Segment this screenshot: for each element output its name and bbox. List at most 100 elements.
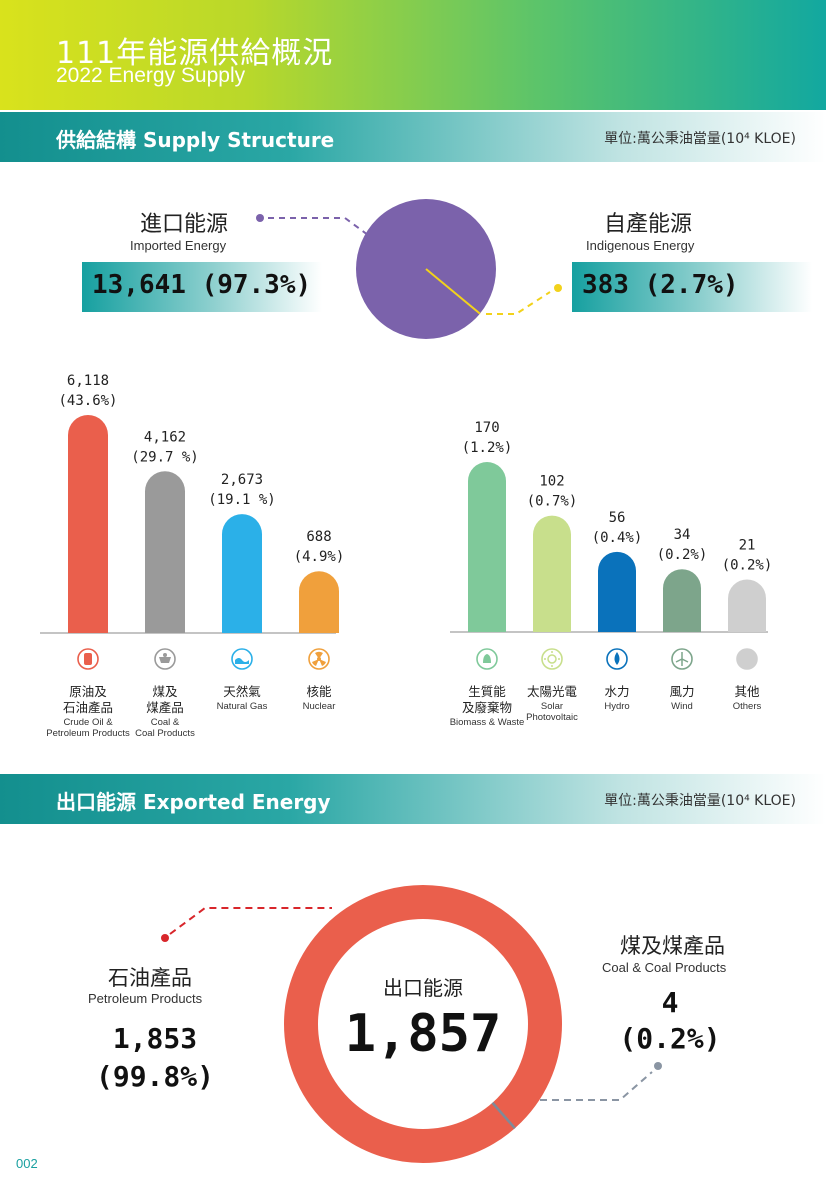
others-icon (736, 648, 758, 670)
category-label-en: Wind (632, 701, 732, 712)
category-label-en-line: Crude Oil & (63, 717, 113, 728)
bar-percent-label: (0.4%) (592, 530, 643, 546)
bar-value-label: 170 (474, 420, 499, 436)
category-label-zh-line: 煤產品 (146, 700, 184, 715)
category-label-en-line: Photovoltaic (526, 712, 578, 723)
donut-slice-petroleum (284, 885, 562, 1163)
pie-slice-indigenous (426, 269, 480, 323)
export-band: 出口能源 Exported Energy 單位:萬公秉油當量(10⁴ KLOE) (0, 774, 826, 824)
bar-value-label: 688 (306, 529, 331, 545)
page-title: 111年能源供給概況 (56, 36, 334, 71)
category-label-en-line: Coal Products (135, 728, 195, 739)
category-label-en: Crude Oil & Petroleum Products (38, 717, 138, 739)
bar-2 (222, 514, 262, 633)
category-label-en-line: Coal & (150, 717, 180, 728)
petroleum-value: 1,853 (112, 1022, 198, 1055)
solar-icon (541, 648, 563, 670)
biomass-icon (476, 648, 498, 670)
category-label-en: Nuclear (269, 701, 369, 712)
category-label-zh: 天然氣 (192, 684, 292, 700)
bar-value-label: 4,162 (144, 429, 186, 445)
section-title-supply: 供給結構 Supply Structure (56, 128, 335, 152)
nuclear-icon (308, 648, 330, 670)
bar-3 (299, 571, 339, 633)
imported-value-bar (82, 262, 322, 312)
imported-label-en: Imported Energy (130, 238, 227, 253)
category-label-zh: 風力 (632, 684, 732, 700)
petroleum-label-en: Petroleum Products (88, 991, 203, 1006)
page-subtitle: 2022 Energy Supply (56, 64, 246, 87)
imported-value: 13,641 (97.3%) (92, 270, 312, 300)
oil-barrel-icon (77, 648, 99, 670)
bar-3 (663, 569, 701, 632)
petroleum-pct: (99.8%) (95, 1060, 214, 1093)
bar-percent-label: (1.2%) (462, 440, 513, 456)
bar-4 (728, 579, 766, 632)
oil-barrel-icon (77, 648, 99, 670)
category-label-zh: 水力 (567, 684, 667, 700)
category-label-en: Solar Photovoltaic (502, 701, 602, 723)
category-label-en-line: Hydro (604, 701, 630, 712)
bar-value-label: 2,673 (221, 472, 263, 488)
donut-slice-coal (491, 1101, 516, 1130)
coal-value: 4 (661, 986, 679, 1019)
natural-gas-icon (231, 648, 253, 670)
imported-leader-dot (256, 214, 264, 222)
category-label-zh-line: 天然氣 (223, 684, 261, 699)
bar-percent-label: (0.7%) (527, 494, 578, 510)
wind-icon (671, 648, 693, 670)
bar-value-label: 34 (674, 527, 691, 543)
category-label-zh-line: 及廢棄物 (461, 700, 512, 715)
category-label-en: Biomass & Waste (437, 717, 537, 728)
category-label-en-line: Solar (540, 701, 564, 712)
category-label-zh: 原油及 石油產品 (38, 684, 138, 716)
bar-percent-label: (29.7 %) (131, 449, 198, 465)
indigenous-value: 383 (2.7%) (582, 270, 739, 300)
bar-0 (468, 462, 506, 632)
coal-leader-dot (654, 1062, 662, 1070)
bar-percent-label: (0.2%) (657, 547, 708, 563)
section-title-export: 出口能源 Exported Energy (56, 790, 331, 814)
petroleum-leader-line (169, 907, 332, 935)
donut-center-value: 1,857 (344, 1004, 502, 1064)
category-label-zh-line: 石油產品 (62, 700, 113, 715)
coal-label-en: Coal & Coal Products (602, 960, 727, 975)
category-label-en: Others (697, 701, 797, 712)
unit-label-supply: 單位:萬公秉油當量(10⁴ KLOE) (604, 131, 796, 147)
category-label-zh-line: 其他 (734, 684, 760, 699)
supply-structure-band: 供給結構 Supply Structure 單位:萬公秉油當量(10⁴ KLOE… (0, 112, 826, 162)
category-label-en-line: Wind (671, 701, 693, 712)
pie-divider-line (425, 268, 481, 315)
category-label-en-line: Natural Gas (216, 701, 268, 712)
category-label-zh: 核能 (269, 684, 369, 700)
indigenous-leader-line (486, 291, 551, 315)
indigenous-leader-dot (554, 284, 562, 292)
category-label-en-line: Nuclear (302, 701, 336, 712)
renewable-energy-bar-chart: 170 (1.2%) 102 (0.7%) 56 (0.4%) 34 (0.2%) 21 (0.2… (450, 420, 772, 633)
bar-1 (145, 471, 185, 633)
page-header-banner: 111年能源供給概況 2022 Energy Supply (0, 0, 826, 110)
bar-percent-label: (43.6%) (58, 393, 117, 409)
bar-value-label: 102 (539, 474, 564, 490)
bar-value-label: 21 (739, 537, 756, 553)
bar-0 (68, 415, 108, 633)
category-label-zh-line: 風力 (669, 684, 695, 699)
category-label-en: Coal & Coal Products (115, 717, 215, 739)
solar-icon (541, 648, 563, 670)
category-label-zh: 其他 (697, 684, 797, 700)
bar-2 (598, 551, 636, 632)
category-label-zh: 煤及 煤產品 (115, 684, 215, 716)
category-label-en-line: Biomass & Waste (449, 717, 525, 728)
donut-center-label: 出口能源 (383, 976, 463, 1000)
category-label-zh-line: 核能 (306, 684, 332, 699)
bar-percent-label: (19.1 %) (208, 492, 275, 508)
wind-icon (671, 648, 693, 670)
category-label-zh-line: 太陽光電 (526, 684, 577, 699)
supply-pie-chart (256, 199, 562, 339)
nuclear-icon (308, 648, 330, 670)
unit-label-export: 單位:萬公秉油當量(10⁴ KLOE) (604, 793, 796, 809)
hydro-icon (606, 648, 628, 670)
hydro-icon (606, 648, 628, 670)
category-label-zh-line: 原油及 (69, 684, 107, 699)
petroleum-leader-dot (161, 934, 169, 942)
